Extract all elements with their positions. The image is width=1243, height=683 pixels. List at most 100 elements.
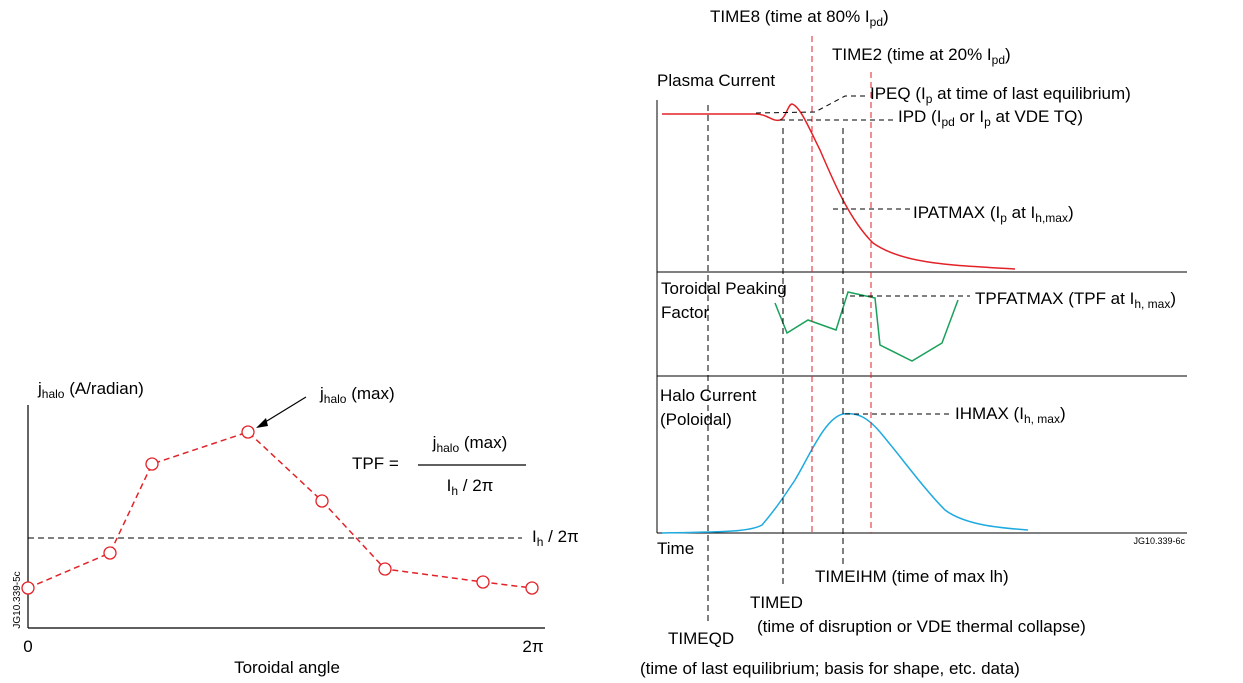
tpf-label-1: Toroidal Peaking [661,279,787,298]
text-run: TIME8 (time at 80% I [710,7,870,26]
text-run: ) [1068,203,1074,222]
timed-desc: (time of disruption or VDE thermal colla… [757,617,1086,636]
time2: TIME2 (time at 20% Ipd) [832,45,1011,67]
halo-current-trace [661,412,1029,534]
ipeq: IPEQ (Ip at time of last equilibrium) [870,84,1131,106]
max-label: jhalo (max) [319,384,395,406]
timeqd-desc: (time of last equilibrium; basis for sha… [640,659,1020,678]
text-run: Time [657,539,694,558]
subscript: halo [436,441,459,455]
subscript: h [451,484,458,498]
subscript: p [984,115,991,129]
point [103,546,117,560]
plasma-current-trace [662,103,1016,270]
plasma-current: Plasma Current [657,71,775,90]
text-run: Plasma Current [657,71,775,90]
right-panel [656,36,1187,622]
time-markers [707,105,844,622]
y-label: jhalo (A/radian) [37,379,144,401]
points [21,425,539,595]
text-run: JG10.339-5c [12,571,23,628]
point [476,575,490,589]
text-run: j [319,384,324,403]
leaders [755,95,970,415]
text-run: Halo Current [660,386,757,405]
text-run: 0 [23,637,32,656]
subscript: pd [870,15,883,29]
text-run: I [447,476,452,495]
text-run: at I [1007,203,1035,222]
text-run: (max) [346,384,394,403]
text-run: or I [955,107,984,126]
text-run: j [37,379,42,398]
text-run: TPF = [352,454,399,473]
ipatmax: IPATMAX (Ip at Ih,max) [913,203,1074,225]
text-run: Factor [661,303,710,322]
ih-label: Ih / 2π [532,527,579,549]
text-run: (Poloidal) [660,410,732,429]
point [315,494,329,508]
text-run: TIMEIHM (time of max lh) [815,567,1009,586]
text-run: IPEQ (I [870,84,926,103]
point [525,581,539,595]
point [145,457,159,471]
halo-profile [27,431,533,589]
numerator: jhalo (max) [432,433,508,455]
text-run: I [532,527,537,546]
text-run: ) [1170,289,1176,308]
text-run: TIMEQD [668,629,734,648]
text-run: JG10.339-6c [1133,536,1185,546]
x-end: 2π [522,637,543,656]
text-run: IHMAX (I [955,404,1024,423]
ihmax: IHMAX (Ih, max) [955,404,1066,426]
left-panel [21,396,545,629]
subscript: h [537,535,544,549]
halo-1: Halo Current [660,386,757,405]
text-run: (A/radian) [64,379,143,398]
halo-2: (Poloidal) [660,410,732,429]
text-run: 2π [522,637,543,656]
text-run: TIMED [750,593,803,612]
subscript: h, max [1024,412,1060,426]
text-run: Toroidal Peaking [661,279,787,298]
text-run: at VDE TQ) [991,107,1083,126]
tpf-trace [774,291,959,362]
text-run: IPD (I [898,107,941,126]
text-run: j [432,433,437,452]
denominator: Ih / 2π [447,476,494,498]
text-run: ) [883,7,889,26]
subscript: halo [42,387,65,401]
text-run: / 2π [458,476,493,495]
subscript: halo [324,392,347,406]
text-run: / 2π [543,527,578,546]
x-title: Toroidal angle [234,658,340,677]
subscript: p [1000,211,1007,225]
code: JG10.339-5c [12,571,23,628]
tpf: TPF = [352,454,399,473]
x-start: 0 [23,637,32,656]
timeihm: TIMEIHM (time of max lh) [815,567,1009,586]
subscript: h, max [1134,297,1170,311]
subscript: pd [941,115,954,129]
code: JG10.339-6c [1133,536,1185,546]
text-run: (max) [459,433,507,452]
ipd: IPD (Ipd or Ip at VDE TQ) [898,107,1083,129]
point [241,425,255,439]
text-run: at time of last equilibrium) [932,84,1130,103]
subscript: pd [992,53,1005,67]
text-run: IPATMAX (I [913,203,1000,222]
timed: TIMED [750,593,803,612]
current-markers [811,36,872,533]
text-run: (time of last equilibrium; basis for sha… [640,659,1020,678]
arrow-head [256,418,268,428]
timeqd: TIMEQD [668,629,734,648]
time: Time [657,539,694,558]
time8: TIME8 (time at 80% Ipd) [710,7,889,29]
text-run: TPFATMAX (TPF at I [975,289,1134,308]
tpf-label-2: Factor [661,303,710,322]
text-run: (time of disruption or VDE thermal colla… [757,617,1086,636]
text-run: ) [1005,45,1011,64]
tpfatmax: TPFATMAX (TPF at Ih, max) [975,289,1176,311]
text-run: Toroidal angle [234,658,340,677]
ipeq-leader [755,95,867,114]
